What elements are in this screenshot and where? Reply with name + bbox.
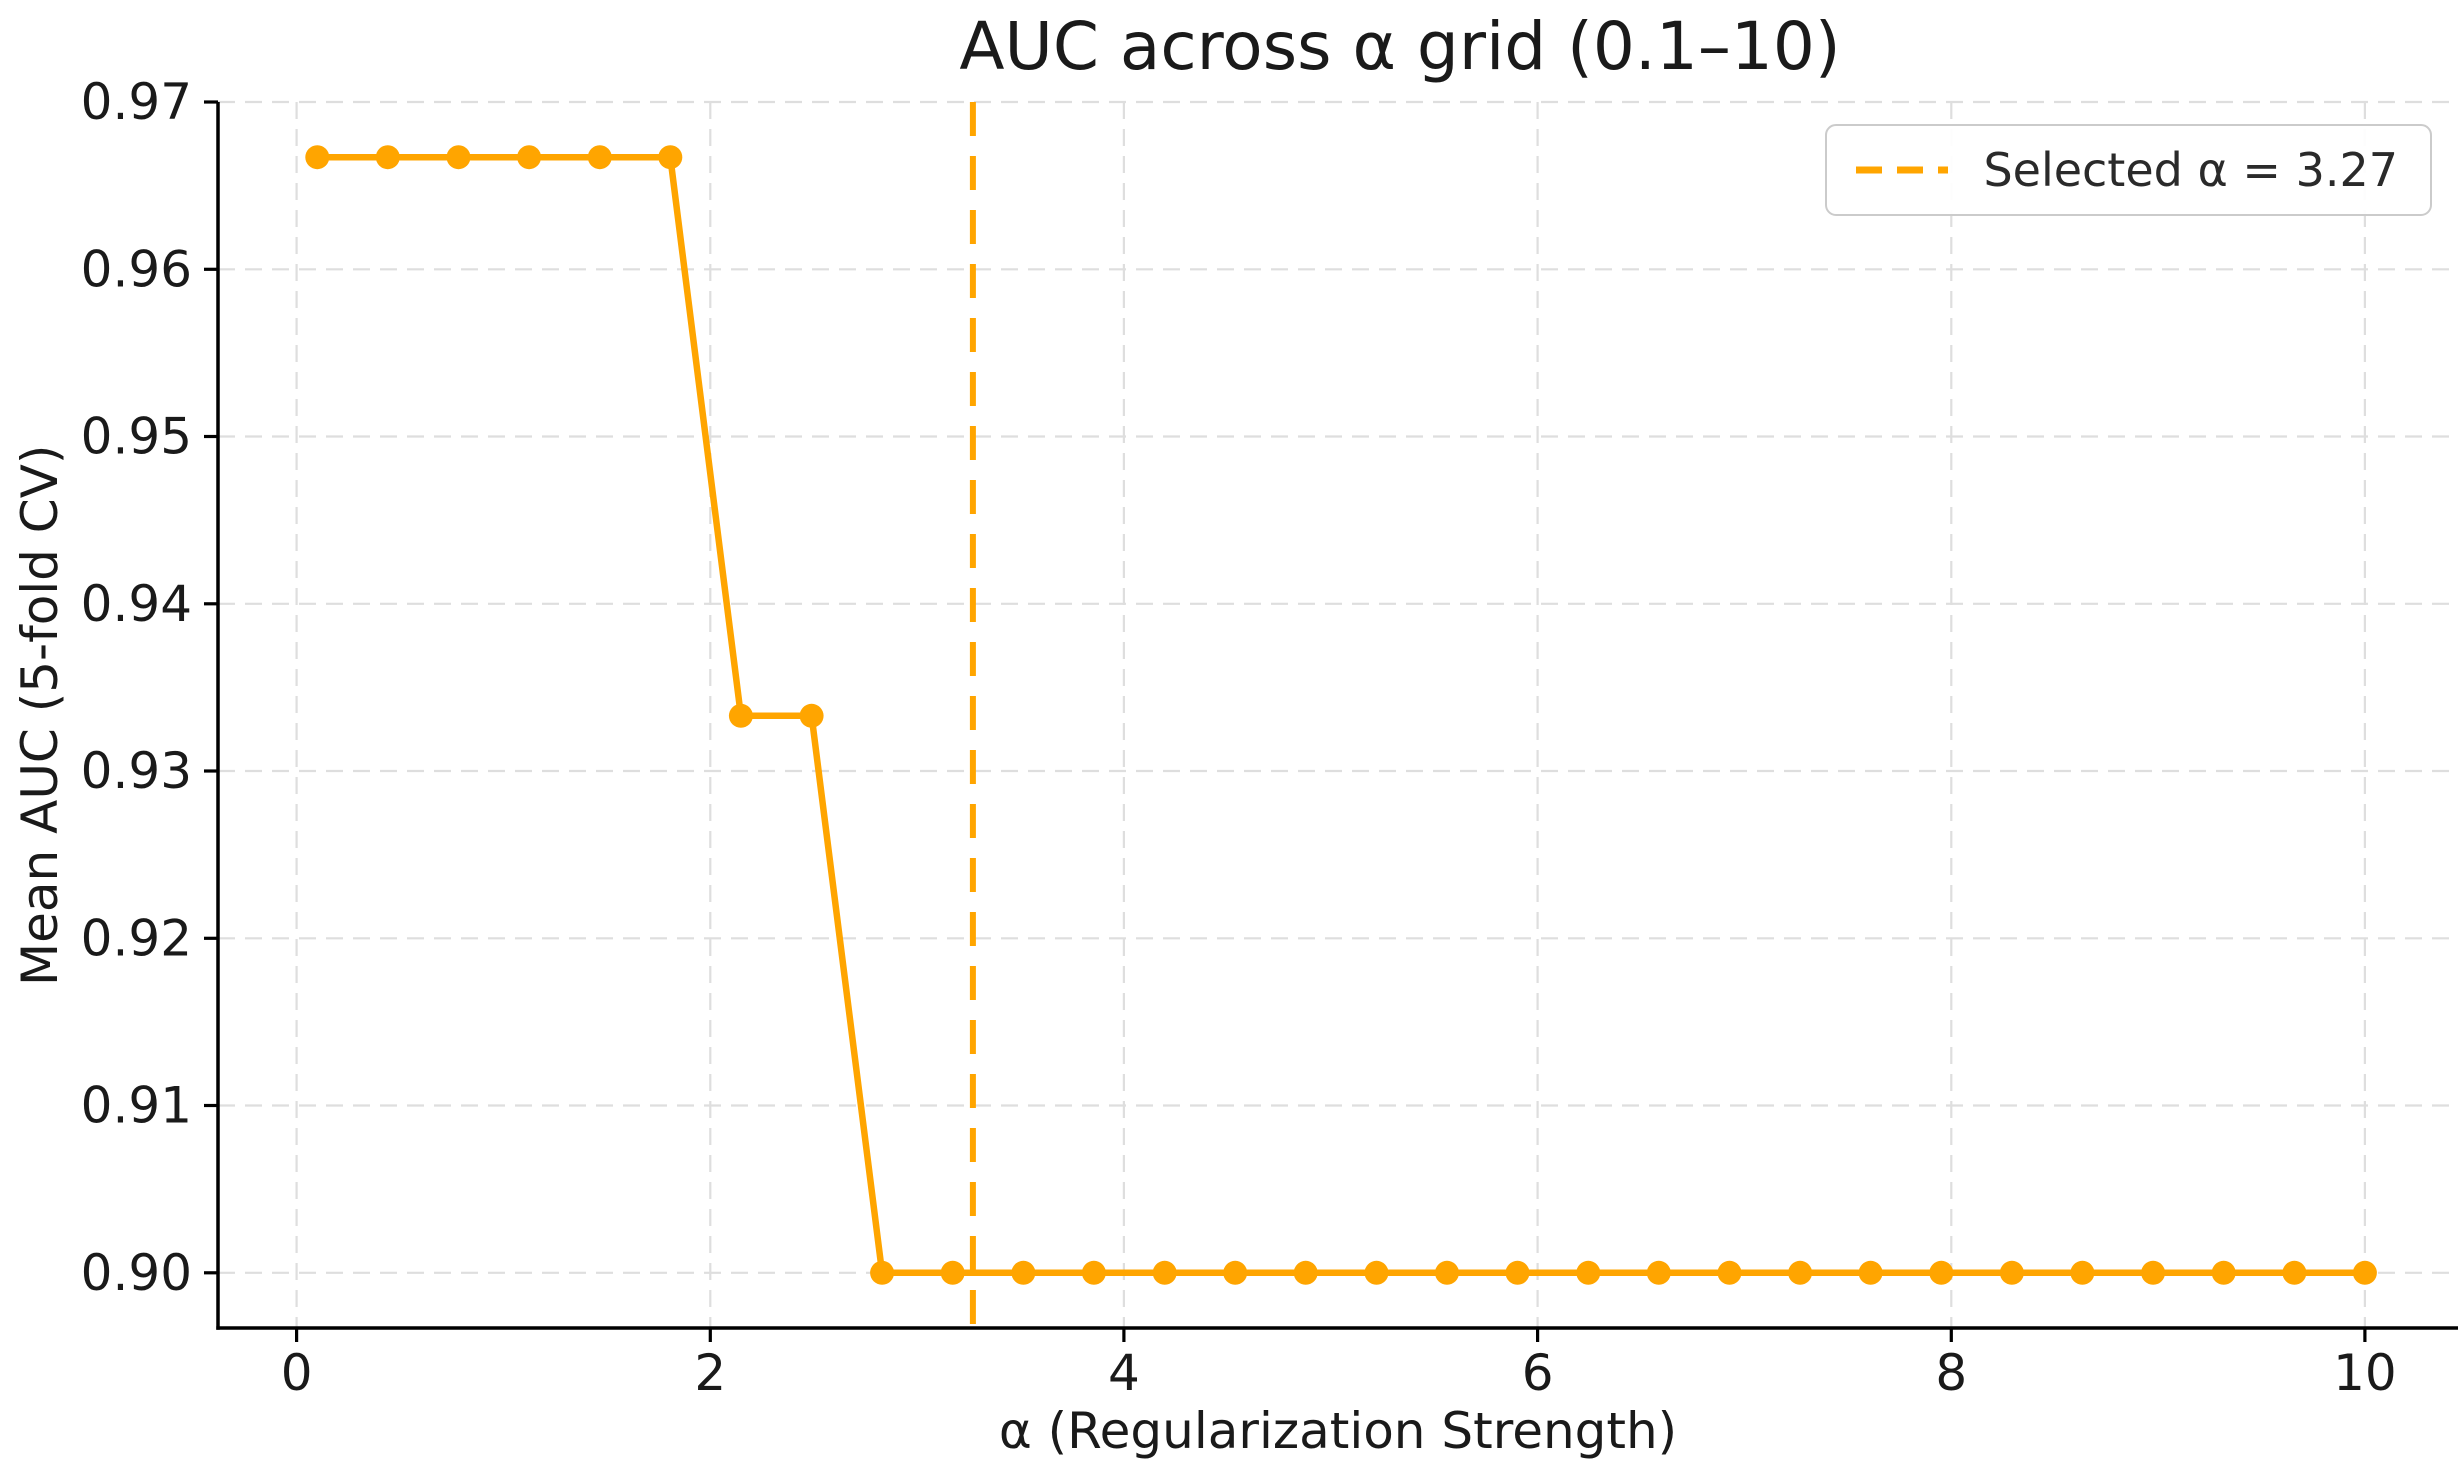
- svg-text:0.96: 0.96: [81, 240, 192, 298]
- svg-text:0.91: 0.91: [81, 1077, 192, 1135]
- chart-title: AUC across α grid (0.1–10): [959, 8, 1841, 85]
- axes-spines: [216, 102, 2458, 1330]
- x-axis-label: α (Regularization Strength): [998, 1402, 1678, 1460]
- svg-text:4: 4: [1108, 1344, 1140, 1402]
- svg-text:8: 8: [1935, 1344, 1967, 1402]
- svg-text:10: 10: [2333, 1344, 2397, 1402]
- svg-text:0.95: 0.95: [81, 408, 192, 466]
- legend: Selected α = 3.27: [1825, 124, 2432, 216]
- dashed-line-sample-icon: [1856, 166, 1949, 174]
- svg-text:0.94: 0.94: [81, 575, 192, 633]
- tick-marks: [204, 100, 2367, 1342]
- svg-text:6: 6: [1522, 1344, 1554, 1402]
- x-tick-labels: 0 2 4 6 8 10: [281, 1344, 2397, 1402]
- svg-text:0.93: 0.93: [81, 742, 192, 800]
- y-tick-labels: 0.90 0.91 0.92 0.93 0.94 0.95 0.96 0.97: [81, 73, 192, 1302]
- data-point-markers: [305, 145, 2377, 1285]
- svg-text:2: 2: [694, 1344, 726, 1402]
- gridlines: [218, 100, 2458, 1328]
- svg-text:0.97: 0.97: [81, 73, 192, 131]
- svg-text:0.92: 0.92: [81, 909, 192, 967]
- legend-label: Selected α = 3.27: [1983, 143, 2398, 197]
- svg-text:0: 0: [281, 1344, 313, 1402]
- svg-text:0.90: 0.90: [81, 1244, 192, 1302]
